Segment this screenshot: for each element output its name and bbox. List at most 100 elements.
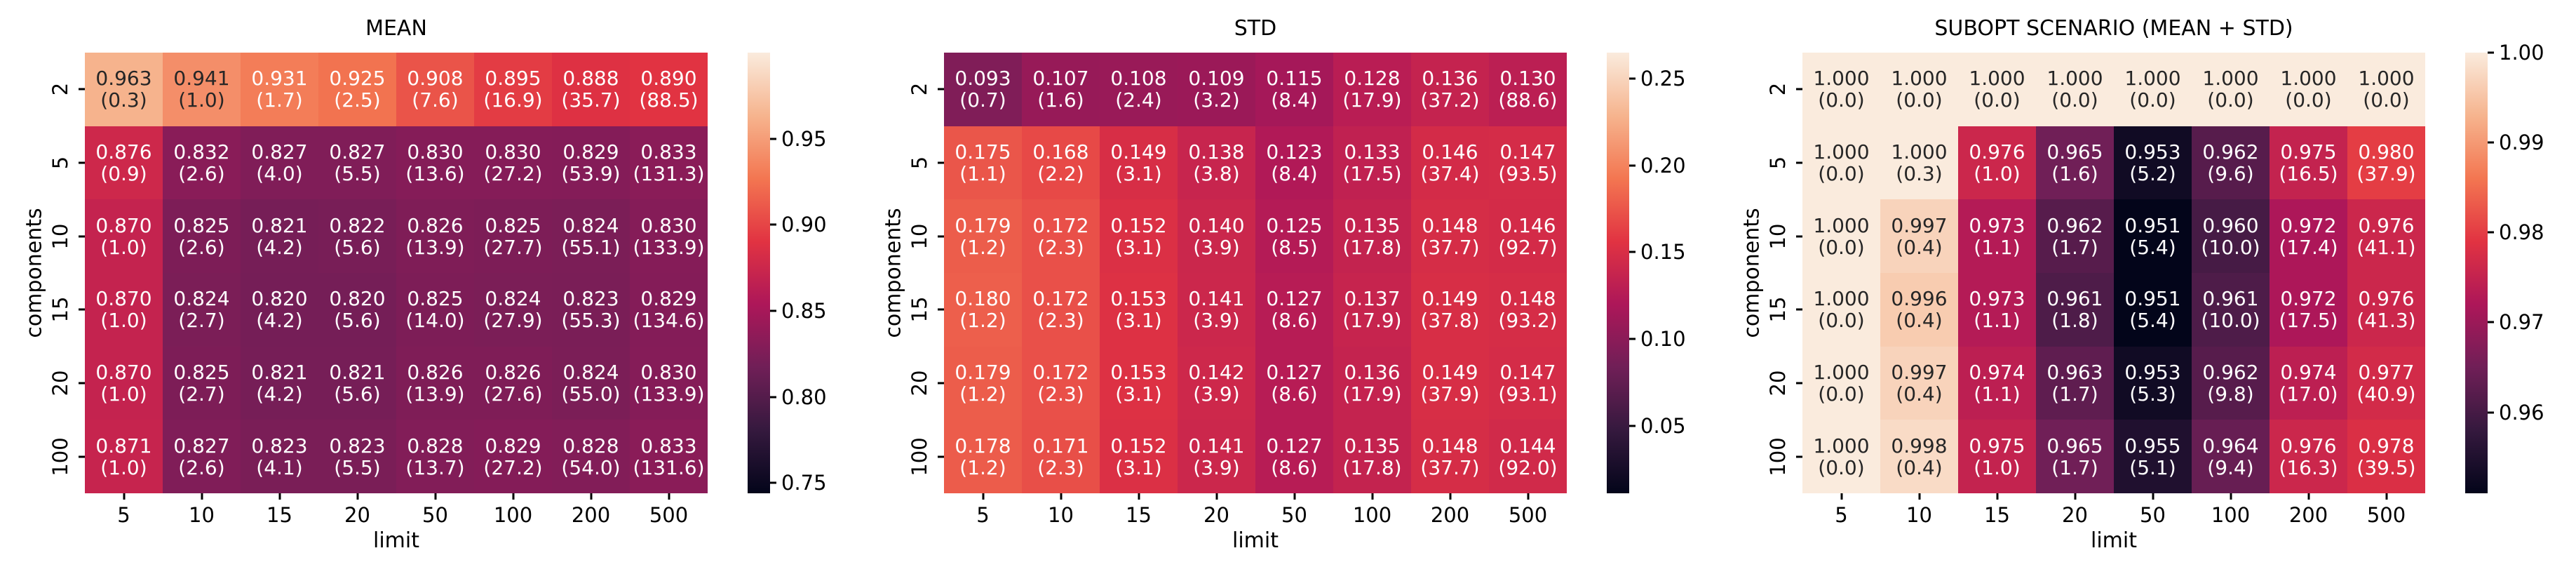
heatmap-cell: 0.828 (54.0) bbox=[552, 420, 630, 493]
heatmap-cell: 0.830 (13.6) bbox=[396, 126, 474, 200]
cell-value: 0.136 bbox=[1422, 67, 1478, 91]
cell-annotation: (9.6) bbox=[2207, 161, 2254, 185]
colorbar-tick-mark bbox=[770, 309, 776, 312]
heatmap-cell: 0.825 (2.7) bbox=[163, 346, 241, 420]
cell-value: 0.172 bbox=[1032, 360, 1089, 384]
heatmap-cell: 0.976 (1.0) bbox=[1958, 126, 2036, 200]
cell-annotation: (0.0) bbox=[1818, 309, 1865, 333]
heatmap-cell: 0.821 (5.6) bbox=[318, 346, 396, 420]
heatmap-cell: 0.955 (5.1) bbox=[2114, 420, 2192, 493]
cell-annotation: (0.3) bbox=[1896, 161, 1943, 185]
x-tick-label: 100 bbox=[1352, 503, 1392, 527]
cell-annotation: (0.0) bbox=[2207, 88, 2254, 112]
x-tick-labels: 5 10 15 20 50 100 200 500 bbox=[85, 493, 708, 535]
colorbar-tick-label: 0.97 bbox=[2499, 310, 2544, 335]
cell-value: 0.107 bbox=[1032, 67, 1089, 91]
cell-annotation: (131.6) bbox=[633, 455, 705, 479]
x-tick-mark bbox=[1918, 493, 1920, 500]
x-axis-label: limit bbox=[1232, 528, 1279, 553]
cell-annotation: (37.9) bbox=[1420, 382, 1480, 406]
heatmap-cell: 0.141 (3.9) bbox=[1178, 272, 1255, 347]
cell-annotation: (0.7) bbox=[959, 88, 1006, 112]
cell-annotation: (93.2) bbox=[1498, 309, 1558, 333]
cell-value: 0.972 bbox=[2280, 287, 2337, 311]
colorbar-tick-mark bbox=[770, 481, 776, 484]
heatmap-cell: 0.972 (17.4) bbox=[2270, 199, 2347, 273]
heatmap-cell: 1.000 (0.0) bbox=[1880, 53, 1958, 126]
cell-annotation: (93.5) bbox=[1498, 161, 1558, 185]
heatmap-cell: 0.137 (17.9) bbox=[1333, 272, 1411, 347]
cell-annotation: (5.5) bbox=[334, 455, 381, 479]
cell-annotation: (1.0) bbox=[100, 235, 147, 259]
cell-value: 0.962 bbox=[2202, 360, 2259, 384]
cell-annotation: (1.1) bbox=[959, 161, 1006, 185]
cell-value: 0.997 bbox=[1891, 213, 1948, 237]
cell-value: 0.152 bbox=[1110, 434, 1167, 458]
x-tick-label: 50 bbox=[2140, 503, 2166, 527]
x-tick-label: 100 bbox=[493, 503, 533, 527]
x-tick-mark bbox=[434, 493, 436, 500]
cell-annotation: (2.4) bbox=[1115, 88, 1162, 112]
colorbar-tick-mark bbox=[770, 223, 776, 226]
cell-value: 1.000 bbox=[1891, 67, 1948, 91]
cell-value: 0.961 bbox=[2202, 287, 2259, 311]
heatmap-grid: 0.093 (0.7) 0.107 (1.6) 0.108 (2.4) 0.109 (3.2)… bbox=[944, 53, 1567, 493]
colorbar-tick-label: 1.00 bbox=[2499, 41, 2544, 65]
cell-value: 0.142 bbox=[1188, 360, 1245, 384]
cell-value: 0.821 bbox=[329, 360, 386, 384]
cell-annotation: (2.3) bbox=[1037, 455, 1084, 479]
y-tick-mark bbox=[938, 455, 944, 458]
cell-value: 0.963 bbox=[2046, 360, 2103, 384]
x-tick-mark bbox=[668, 493, 670, 500]
y-tick-mark bbox=[938, 382, 944, 385]
colorbar-tick-label: 0.05 bbox=[1640, 413, 1686, 438]
cell-value: 0.925 bbox=[329, 67, 386, 91]
heatmap-cell: 0.832 (2.6) bbox=[163, 126, 241, 200]
cell-value: 0.833 bbox=[640, 434, 697, 458]
heatmap-cell: 0.976 (41.1) bbox=[2347, 199, 2425, 273]
cell-value: 0.826 bbox=[407, 213, 464, 237]
x-tick-mark bbox=[2230, 493, 2232, 500]
cell-value: 0.829 bbox=[640, 287, 697, 311]
cell-value: 0.975 bbox=[2280, 140, 2337, 163]
cell-value: 0.127 bbox=[1266, 287, 1323, 311]
cell-annotation: (13.9) bbox=[405, 382, 465, 406]
cell-annotation: (13.7) bbox=[405, 455, 465, 479]
cell-annotation: (17.4) bbox=[2279, 235, 2338, 259]
heatmap-cell: 0.870 (1.0) bbox=[85, 346, 163, 420]
x-tick-label: 50 bbox=[1281, 503, 1307, 527]
cell-annotation: (8.4) bbox=[1271, 88, 1318, 112]
cell-annotation: (5.4) bbox=[2129, 235, 2176, 259]
cell-value: 1.000 bbox=[2046, 67, 2103, 91]
heatmap-cell: 0.125 (8.5) bbox=[1255, 199, 1333, 273]
cell-value: 0.152 bbox=[1110, 213, 1167, 237]
x-tick-label: 15 bbox=[1984, 503, 2010, 527]
cell-annotation: (5.1) bbox=[2129, 455, 2176, 479]
x-tick-label: 10 bbox=[189, 503, 215, 527]
heatmap-cell: 0.146 (92.7) bbox=[1489, 199, 1567, 273]
cell-annotation: (133.9) bbox=[633, 382, 705, 406]
cell-annotation: (2.3) bbox=[1037, 235, 1084, 259]
cell-annotation: (10.0) bbox=[2201, 235, 2260, 259]
cell-annotation: (55.1) bbox=[561, 235, 621, 259]
heatmap-cell: 0.127 (8.6) bbox=[1255, 346, 1333, 420]
x-tick-label: 5 bbox=[976, 503, 990, 527]
heatmap-cell: 0.178 (1.2) bbox=[944, 420, 1022, 493]
y-tick-labels: 2 5 10 15 20 100 bbox=[859, 53, 944, 493]
cell-annotation: (13.6) bbox=[405, 161, 465, 185]
cell-value: 0.955 bbox=[2124, 434, 2181, 458]
cell-value: 0.823 bbox=[329, 434, 386, 458]
heatmap-cell: 1.000 (0.0) bbox=[1802, 272, 1880, 347]
cell-annotation: (1.2) bbox=[959, 309, 1006, 333]
heatmap-cell: 0.975 (1.0) bbox=[1958, 420, 2036, 493]
heatmap-cell: 0.870 (1.0) bbox=[85, 272, 163, 347]
cell-value: 0.820 bbox=[251, 287, 308, 311]
y-tick-mark bbox=[1796, 235, 1802, 238]
heatmap-cell: 0.830 (27.2) bbox=[474, 126, 552, 200]
heatmap-cell: 0.825 (27.7) bbox=[474, 199, 552, 273]
y-tick-mark bbox=[1796, 161, 1802, 164]
cell-annotation: (1.1) bbox=[1974, 309, 2021, 333]
heatmap-cell: 0.833 (131.3) bbox=[630, 126, 708, 200]
colorbar-tick-mark bbox=[1629, 77, 1636, 80]
